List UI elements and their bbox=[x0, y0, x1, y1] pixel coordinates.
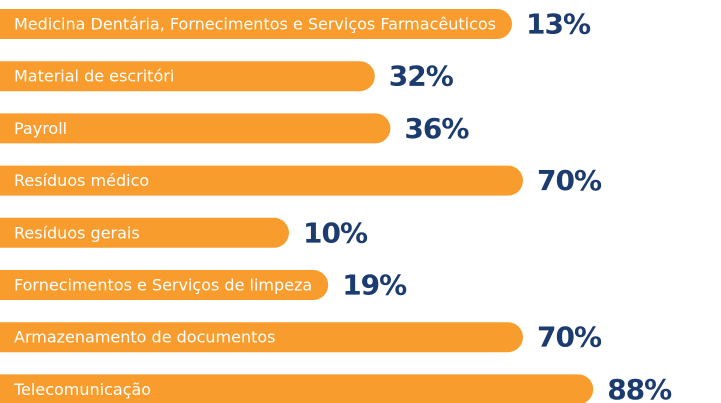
value-label: 70% bbox=[537, 164, 602, 197]
category-label: Fornecimentos e Serviços de limpeza bbox=[14, 276, 312, 295]
bar bbox=[0, 9, 512, 39]
value-label: 32% bbox=[389, 60, 454, 93]
value-label: 36% bbox=[404, 112, 469, 145]
category-label: Armazenamento de documentos bbox=[14, 328, 275, 347]
value-label: 19% bbox=[342, 269, 407, 302]
category-label: Medicina Dentária, Fornecimentos e Servi… bbox=[14, 15, 496, 34]
category-label: Resíduos médico bbox=[14, 171, 149, 190]
value-label: 70% bbox=[537, 321, 602, 354]
bar bbox=[0, 61, 375, 92]
bar bbox=[0, 322, 523, 353]
bar bbox=[0, 165, 523, 196]
bar bbox=[0, 374, 594, 403]
category-label: Material de escritóri bbox=[14, 67, 174, 86]
bar bbox=[0, 270, 329, 300]
value-label: 10% bbox=[303, 216, 368, 249]
value-label: 13% bbox=[526, 8, 591, 41]
bar bbox=[0, 113, 391, 144]
category-label: Telecomunicação bbox=[13, 380, 151, 399]
category-label: Resíduos gerais bbox=[14, 223, 140, 242]
category-label: Payroll bbox=[14, 119, 67, 138]
bar bbox=[0, 217, 289, 248]
value-label: 88% bbox=[607, 373, 672, 403]
